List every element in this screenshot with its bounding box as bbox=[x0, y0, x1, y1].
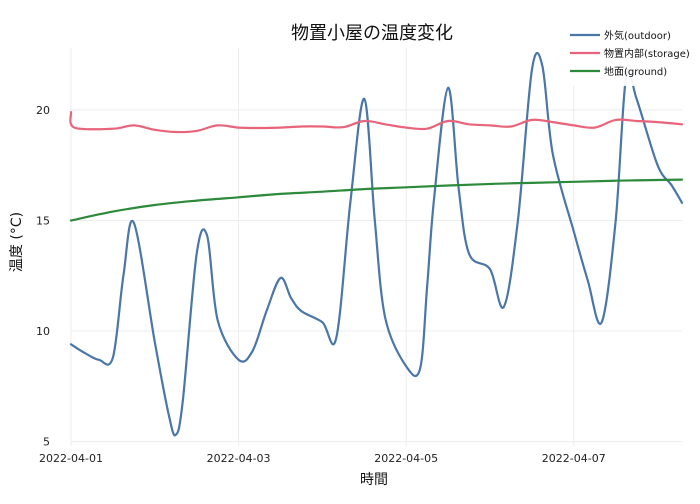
series-line-ground bbox=[69, 178, 684, 222]
y-tick-label: 10 bbox=[36, 325, 50, 338]
legend-items: 外気(outdoor) 物置内部(storage) 地面(ground) bbox=[570, 29, 690, 78]
x-axis-title: 時間 bbox=[360, 472, 388, 488]
x-tick-label: 2022-04-05 bbox=[374, 452, 438, 465]
y-tick-label: 15 bbox=[36, 214, 50, 227]
x-tick-label: 2022-04-03 bbox=[207, 452, 271, 465]
chart-title: 物置小屋の温度変化 bbox=[291, 23, 453, 44]
series-line-outdoor bbox=[69, 51, 684, 437]
y-tick-label: 5 bbox=[43, 436, 50, 449]
axis-ticks: 2022-04-01 2022-04-03 2022-04-05 2022-04-07… bbox=[36, 104, 606, 465]
series-lines bbox=[69, 51, 684, 437]
legend-label-outdoor: 外気(outdoor) bbox=[604, 29, 671, 42]
x-tick-label: 2022-04-01 bbox=[39, 452, 103, 465]
legend: 外気(outdoor) 物置内部(storage) 地面(ground) bbox=[563, 18, 695, 86]
legend-label-ground: 地面(ground) bbox=[604, 65, 667, 78]
y-axis-title: 温度 (°C) bbox=[9, 212, 25, 272]
series-line-storage bbox=[69, 111, 684, 134]
legend-label-storage: 物置内部(storage) bbox=[604, 47, 690, 60]
y-tick-label: 20 bbox=[36, 104, 50, 117]
x-tick-label: 2022-04-07 bbox=[542, 452, 606, 465]
